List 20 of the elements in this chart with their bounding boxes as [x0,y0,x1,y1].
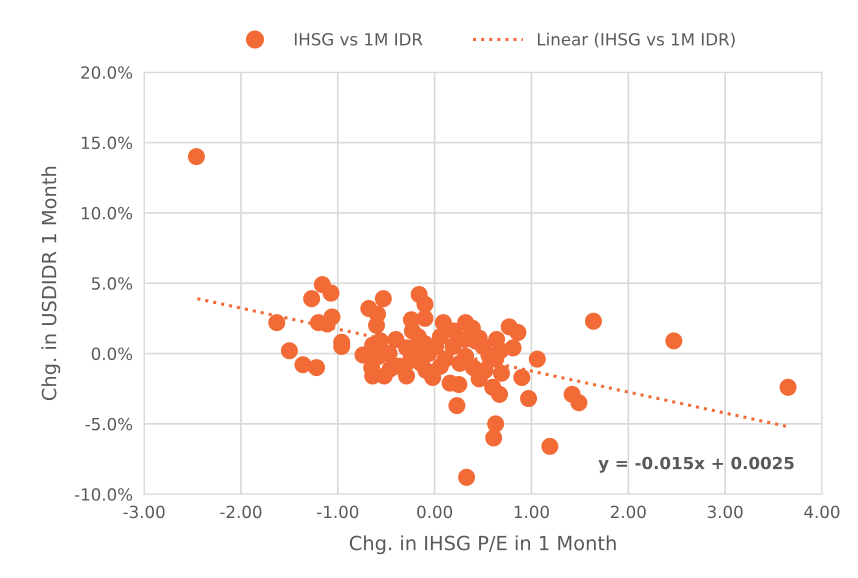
x-tick-label: -3.00 [123,506,165,518]
y-axis-title: Chg. in USDIDR 1 Month [41,166,60,400]
y-tick-label: 10.0% [82,206,132,220]
y-tick-label: -10.0% [74,488,132,501]
x-tick-label: 3.00 [708,506,743,518]
x-tick-label: 1.00 [514,506,549,518]
y-tick-label: 20.0% [81,66,132,79]
y-tick-label: 5.0% [92,277,132,290]
x-tick-label: 0.00 [417,506,452,518]
legend-label: Linear (IHSG vs 1M IDR) [538,32,735,48]
x-tick-label: 4.00 [804,506,840,518]
x-axis-title: Chg. in IHSG P/E in 1 Month [350,535,616,554]
x-tick-label: 2.00 [610,506,646,518]
x-tick-label: -2.00 [220,506,262,518]
legend-label: IHSG vs 1M IDR [294,32,423,46]
y-tick-label: 0.0% [92,348,132,360]
y-tick-label: 15.0% [82,136,132,150]
x-tick-label: -1.00 [317,506,358,518]
y-tick-label: -5.0% [85,418,132,430]
annotation: y = -0.015x + 0.0025 [598,456,794,473]
